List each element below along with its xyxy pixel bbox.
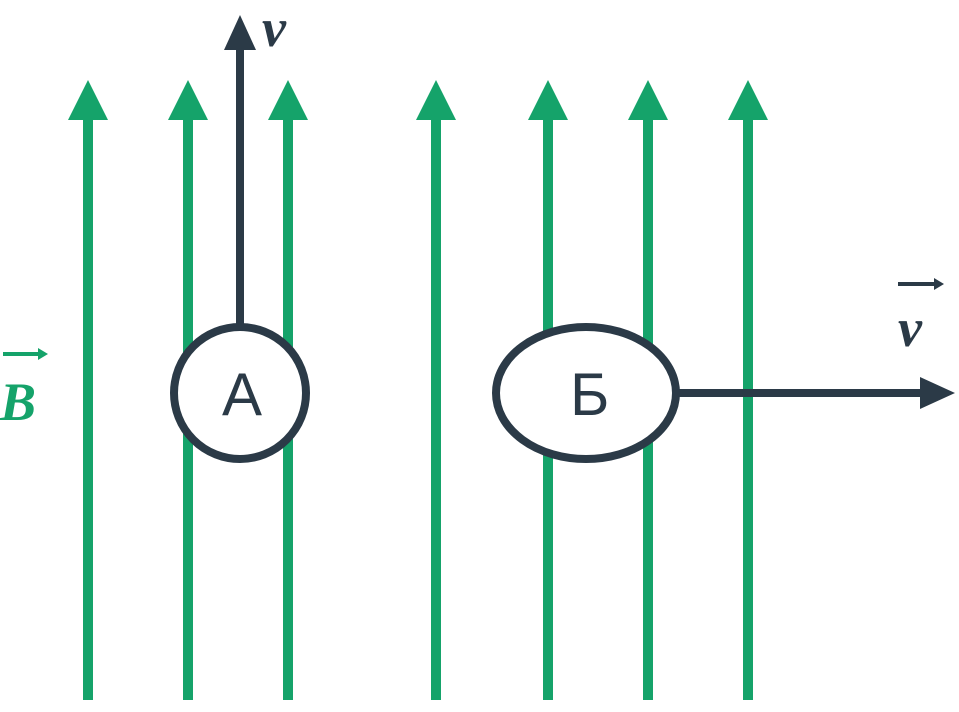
physics-diagram: B А Бv v — [0, 0, 959, 712]
svg-text:v: v — [262, 0, 287, 58]
svg-text:v: v — [898, 298, 923, 358]
particle-a-label: А — [222, 361, 262, 428]
diagram-svg: B А Бv v — [0, 0, 959, 712]
svg-text:B: B — [0, 372, 36, 432]
particle-b-label: Б — [570, 361, 609, 428]
